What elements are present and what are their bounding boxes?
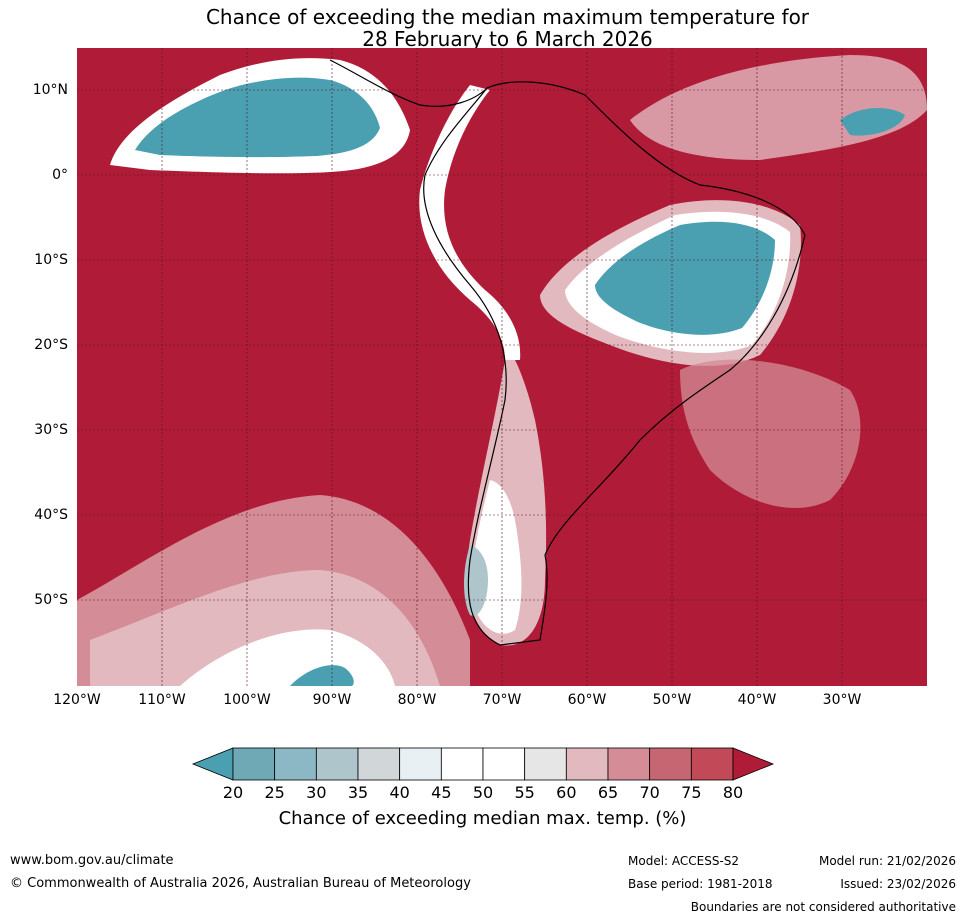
- colorbar-segment: [440, 747, 484, 781]
- lon-label-110w: 110°W: [138, 692, 186, 708]
- north-atlantic-cool: [840, 108, 905, 136]
- colorbar-tick-label: 40: [389, 783, 410, 802]
- colorbar-tick-label: 50: [472, 783, 494, 802]
- lat-label-0: 0°: [52, 167, 68, 183]
- lat-label-50s: 50°S: [34, 592, 68, 608]
- southeast-pacific-patch: [77, 495, 470, 686]
- lon-label-100w: 100°W: [223, 692, 271, 708]
- boundaries-disclaimer: Boundaries are not considered authoritat…: [690, 900, 956, 914]
- eastern-pacific-cool-patch: [110, 58, 410, 174]
- model-name: Model: ACCESS-S2: [628, 854, 740, 868]
- lat-label-40s: 40°S: [34, 507, 68, 523]
- lon-label-80w: 80°W: [397, 692, 437, 708]
- south-atlantic-patch: [680, 359, 861, 509]
- colorbar-segment: [274, 747, 317, 781]
- colorbar-segment: [315, 747, 359, 781]
- lon-label-90w: 90°W: [312, 692, 352, 708]
- colorbar-tick-label: 25: [264, 783, 285, 802]
- website-link[interactable]: www.bom.gov.au/climate: [10, 853, 174, 868]
- colorbar-label: Chance of exceeding median max. temp. (%…: [278, 808, 687, 829]
- map-title-line-2: 28 February to 6 March 2026: [362, 27, 653, 51]
- colorbar-tick-label: 70: [639, 783, 660, 802]
- south-america-coastline: [423, 81, 806, 646]
- map-title-line-1: Chance of exceeding the median maximum t…: [205, 5, 810, 29]
- colorbar-segment: [607, 747, 651, 781]
- colorbar-segment: [399, 747, 442, 781]
- issued-date: Issued: 23/02/2026: [840, 877, 956, 891]
- lon-label-40w: 40°W: [737, 692, 777, 708]
- colorbar-tick-label: 80: [722, 783, 744, 802]
- colorbar-segment: [482, 747, 526, 781]
- colorbar-tick-label: 65: [597, 783, 619, 802]
- colorbar-under-arrow: [191, 747, 234, 781]
- model-run-date: Model run: 21/02/2026: [818, 854, 956, 868]
- colorbar-segment: [232, 747, 276, 781]
- copyright-text: © Commonwealth of Australia 2026, Austra…: [10, 876, 471, 891]
- colorbar-tick-label: 60: [556, 783, 577, 802]
- lon-label-50w: 50°W: [652, 692, 692, 708]
- colorbar-tick-label: 75: [681, 783, 702, 802]
- colorbar-tick-label: 45: [431, 783, 452, 802]
- lat-label-10s: 10°S: [34, 252, 68, 268]
- colorbar-segment: [649, 747, 692, 781]
- colorbar-over-arrow: [732, 747, 775, 781]
- lon-label-120w: 120°W: [53, 692, 101, 708]
- colorbar-tick-label: 30: [306, 783, 327, 802]
- colorbar-tick-label: 35: [347, 783, 369, 802]
- lon-label-30w: 30°W: [822, 692, 862, 708]
- colorbar-segment: [565, 747, 609, 781]
- lat-label-20s: 20°S: [34, 337, 68, 353]
- colorbar-tick-label: 55: [514, 783, 535, 802]
- colorbar-segment: [357, 747, 401, 781]
- colorbar-tick-label: 20: [222, 783, 244, 802]
- lat-label-10n: 10°N: [32, 82, 68, 98]
- colorbar-segment: [690, 747, 734, 781]
- central-america-coastline: [329, 59, 488, 107]
- colorbar-segment: [524, 747, 567, 781]
- lon-label-70w: 70°W: [482, 692, 522, 708]
- andes-neutral-band: [419, 85, 521, 360]
- lon-label-60w: 60°W: [567, 692, 607, 708]
- graticule: [77, 48, 927, 686]
- lat-label-30s: 30°S: [34, 422, 68, 438]
- amazon-cool-patch: [540, 200, 801, 366]
- base-period: Base period: 1981-2018: [628, 877, 773, 891]
